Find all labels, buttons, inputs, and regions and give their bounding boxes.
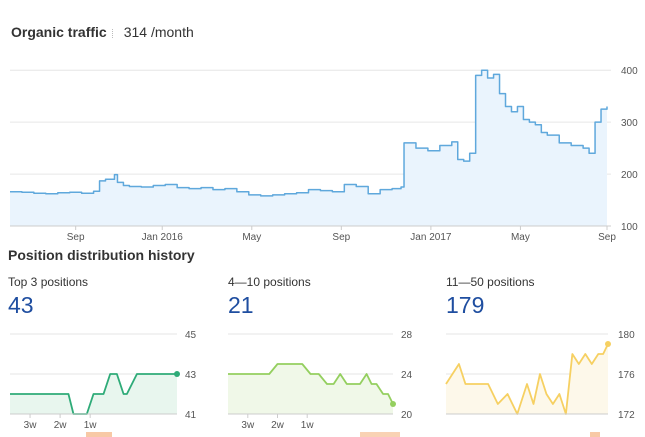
pos4-10-label: 4—10 positions	[228, 275, 311, 289]
x-tick-label: Sep	[332, 232, 350, 243]
y-tick-label: 28	[401, 330, 413, 341]
y-tick-label: 300	[621, 118, 638, 129]
series-area	[10, 70, 607, 227]
x-tick-label: Sep	[67, 232, 85, 243]
pos11-50-value: 179	[446, 292, 485, 318]
y-tick-label: 100	[621, 222, 638, 233]
info-icon[interactable]	[111, 29, 117, 38]
last-point-dot	[390, 401, 396, 407]
series-line	[10, 69, 608, 197]
organic-traffic-value: 314 /month	[123, 24, 194, 40]
y-tick-label: 176	[618, 370, 635, 381]
y-tick-label: 45	[185, 330, 197, 341]
series-line	[10, 373, 177, 415]
x-tick-label: Sep	[598, 232, 616, 243]
truncated-content	[590, 432, 600, 437]
series-line	[228, 363, 394, 405]
y-tick-label: 20	[401, 410, 413, 421]
x-tick-label: May	[242, 232, 261, 243]
x-tick-label: Jan 2016	[142, 232, 184, 243]
organic-traffic-title: Organic traffic	[11, 24, 107, 40]
x-tick-label: 1w	[301, 420, 315, 431]
series-area	[228, 364, 393, 414]
y-tick-label: 172	[618, 410, 635, 421]
x-tick-label: 2w	[54, 420, 68, 431]
last-point-dot	[605, 341, 611, 347]
y-tick-label: 43	[185, 370, 197, 381]
top3-label: Top 3 positions	[8, 275, 89, 289]
organic-traffic-chart[interactable]: 100 200 300 400 Sep Jan 2016 May Sep Jan 2017 May…	[0, 0, 645, 250]
last-point-dot	[174, 371, 180, 377]
x-tick-label: 3w	[241, 420, 255, 431]
series-line	[445, 343, 609, 415]
y-tick-label: 24	[401, 370, 413, 381]
x-tick-label: May	[511, 232, 530, 243]
x-tick-label: 3w	[24, 420, 38, 431]
truncated-content	[86, 432, 112, 437]
x-tick-label: Jan 2017	[410, 232, 452, 243]
y-tick-label: 180	[618, 330, 635, 341]
pos4-10-value: 21	[228, 292, 254, 318]
x-tick-label: 1w	[84, 420, 98, 431]
truncated-content	[360, 432, 400, 437]
y-tick-label: 400	[621, 66, 638, 77]
series-area	[446, 344, 608, 414]
y-tick-label: 41	[185, 410, 197, 421]
y-tick-label: 200	[621, 170, 638, 181]
top3-value: 43	[8, 292, 34, 318]
x-tick-label: 2w	[271, 420, 285, 431]
organic-traffic-header: Organic traffic 314 /month	[11, 24, 194, 40]
position-distribution-title: Position distribution history	[8, 247, 195, 263]
pos11-50-label: 11—50 positions	[446, 275, 535, 289]
